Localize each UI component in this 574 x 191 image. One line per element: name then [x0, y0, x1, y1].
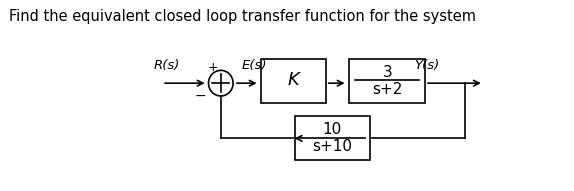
Text: −: − — [194, 89, 206, 103]
Text: K: K — [288, 71, 300, 89]
Text: Y(s): Y(s) — [414, 59, 440, 72]
Bar — [294, 116, 370, 160]
Bar — [262, 59, 326, 103]
Text: +: + — [208, 61, 219, 74]
Text: 3: 3 — [382, 65, 392, 80]
Text: 10: 10 — [323, 122, 342, 137]
Text: E(s): E(s) — [242, 59, 267, 72]
Text: s+2: s+2 — [372, 82, 402, 97]
Text: R(s): R(s) — [154, 59, 180, 72]
Bar — [350, 59, 425, 103]
Text: Find the equivalent closed loop transfer function for the system: Find the equivalent closed loop transfer… — [9, 9, 476, 24]
Text: s+10: s+10 — [312, 139, 352, 154]
